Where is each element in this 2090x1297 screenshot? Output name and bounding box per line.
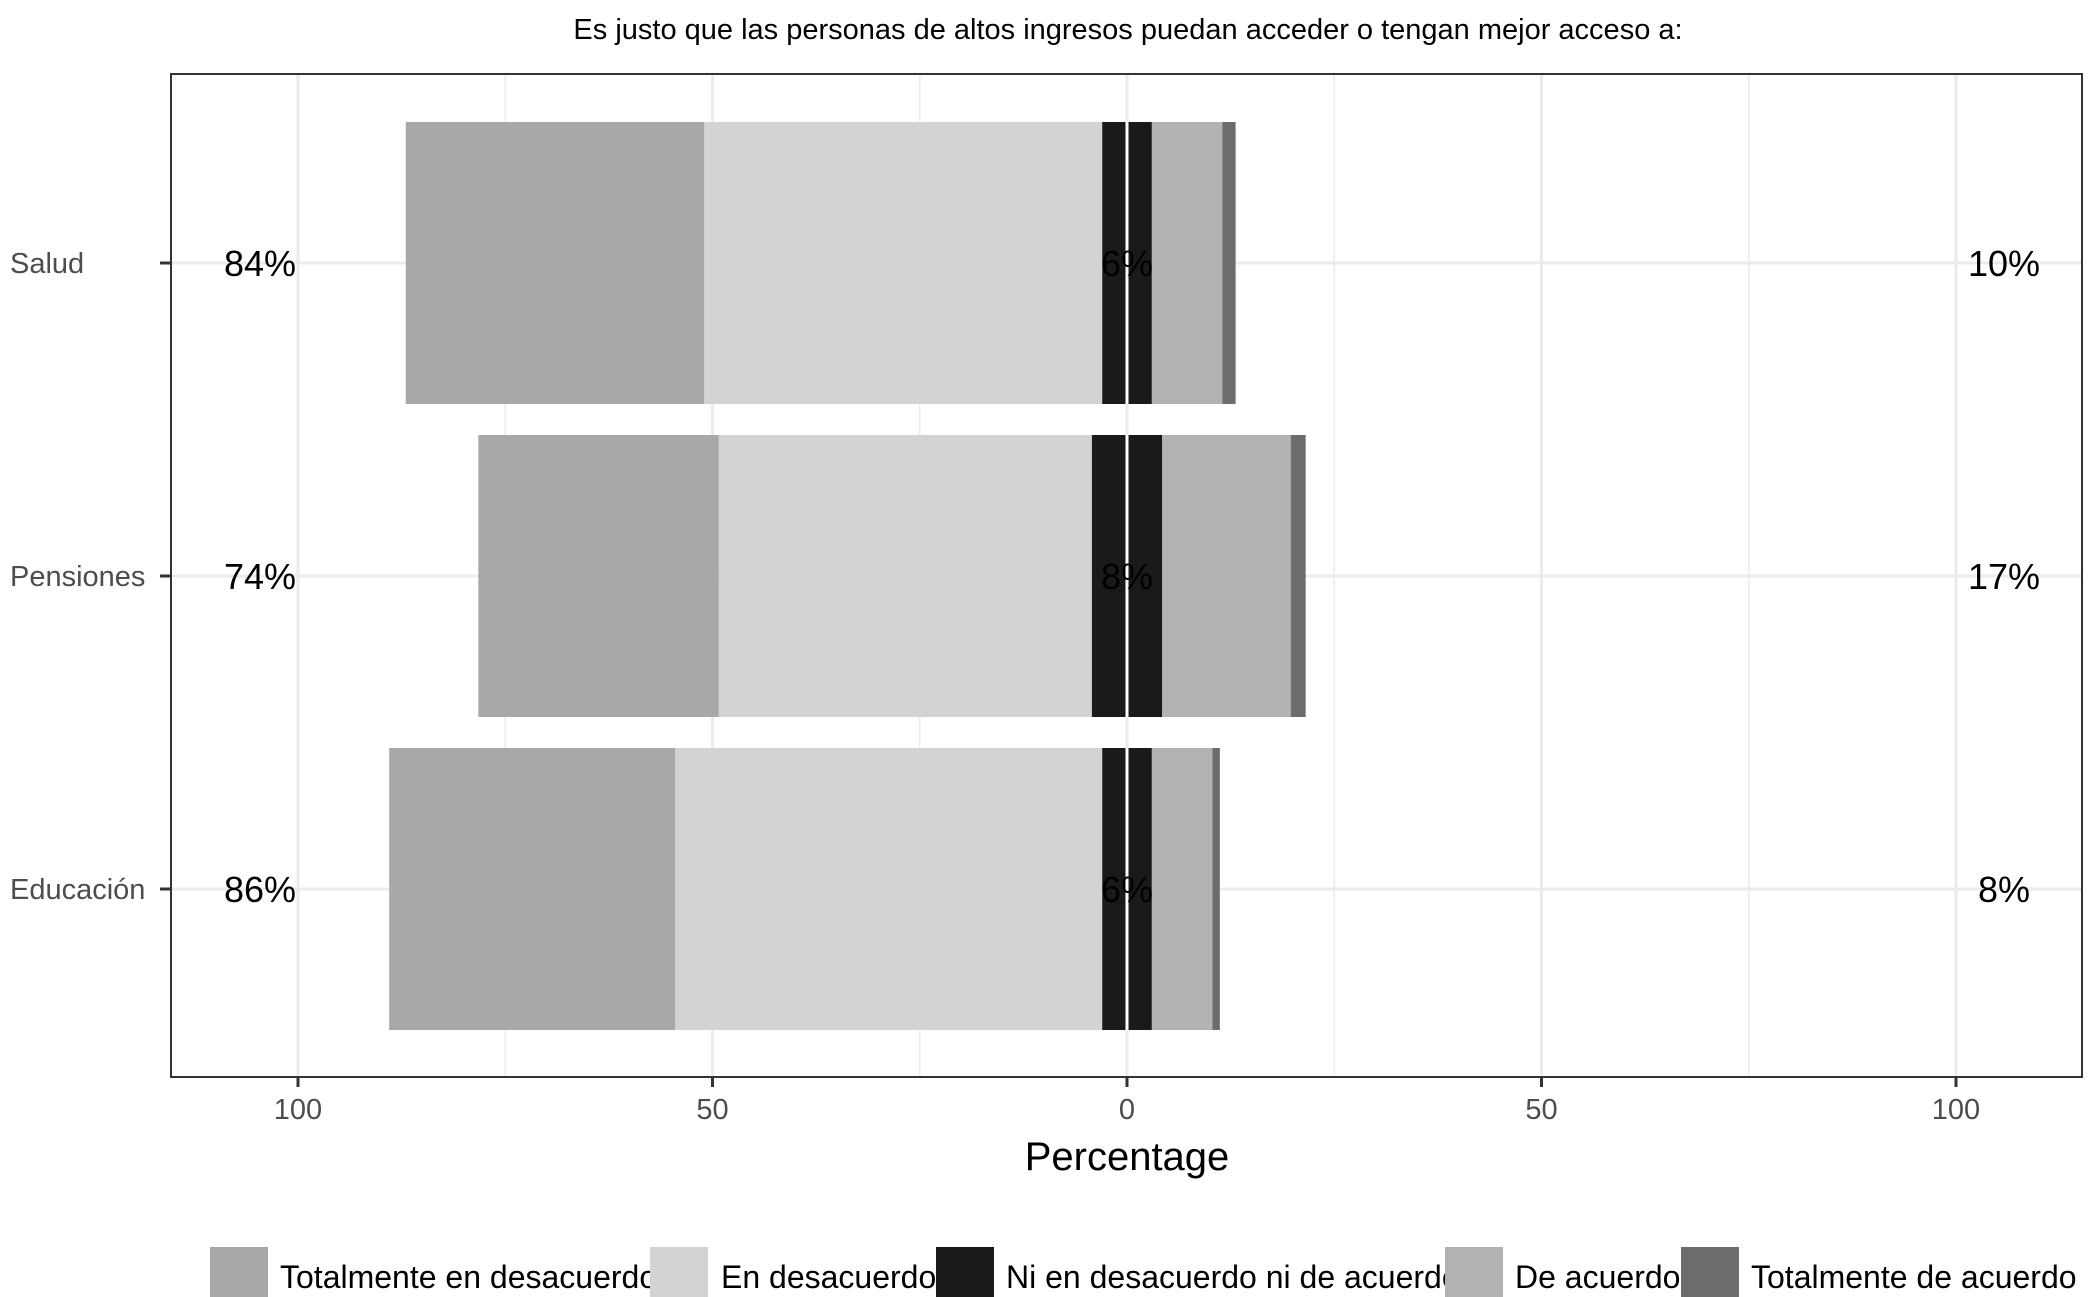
bar-segment: [405, 122, 705, 404]
bars: [389, 122, 1306, 1030]
left-percentage-label: 84%: [224, 243, 296, 284]
y-tick-label: Salud: [10, 248, 84, 280]
center-percentage-label: 6%: [1101, 869, 1153, 910]
y-tick-label: Pensiones: [10, 561, 145, 593]
legend-label: Totalmente en desacuerdo: [280, 1259, 657, 1295]
x-tick-label: 100: [274, 1094, 322, 1126]
x-tick-label: 0: [1119, 1094, 1135, 1126]
x-tick-label: 50: [696, 1094, 728, 1126]
legend: Totalmente en desacuerdo En desacuerdo Ni …: [210, 1247, 2077, 1297]
bar-segment: [675, 748, 1103, 1030]
legend-key: [210, 1247, 268, 1297]
legend-label: Totalmente de acuerdo: [1751, 1259, 2077, 1295]
legend-key: [1445, 1247, 1503, 1297]
bar-segment: [718, 435, 1092, 717]
y-axis: Salud Pensiones Educación: [10, 248, 171, 906]
legend-key: [936, 1247, 994, 1297]
bar-segment: [1091, 435, 1127, 717]
bar-segment: [704, 122, 1103, 404]
bar-segment: [1290, 435, 1306, 717]
legend-label: En desacuerdo: [721, 1259, 936, 1295]
bar-segment: [1127, 122, 1152, 404]
bar-segment: [1151, 748, 1213, 1030]
bar-segment: [1212, 748, 1220, 1030]
bar-segment: [1127, 748, 1152, 1030]
center-percentage-label: 8%: [1101, 556, 1153, 597]
x-tick-label: 100: [1932, 1094, 1980, 1126]
percentage-labels: 84% 6% 10% 74% 8% 17% 86% 6% 8%: [224, 243, 2040, 910]
bar-segment: [1222, 122, 1236, 404]
bar-segment: [478, 435, 719, 717]
bar-segment: [1127, 435, 1163, 717]
legend-key: [1681, 1247, 1739, 1297]
right-percentage-label: 10%: [1968, 243, 2040, 284]
x-tick-label: 50: [1525, 1094, 1557, 1126]
bar-segment: [1151, 122, 1223, 404]
x-axis-label: Percentage: [1025, 1135, 1230, 1179]
bar-segment: [1162, 435, 1291, 717]
legend-key: [650, 1247, 708, 1297]
y-tick-label: Educación: [10, 874, 145, 906]
x-axis: 100 50 0 50 100: [274, 1077, 1980, 1126]
bar-segment: [1102, 748, 1127, 1030]
bar-segment: [1102, 122, 1127, 404]
bar-segment: [389, 748, 676, 1030]
chart-title: Es justo que las personas de altos ingre…: [573, 14, 1682, 46]
legend-label: De acuerdo: [1515, 1259, 1680, 1295]
left-percentage-label: 86%: [224, 869, 296, 910]
right-percentage-label: 8%: [1978, 869, 2030, 910]
right-percentage-label: 17%: [1968, 556, 2040, 597]
legend-label: Ni en desacuerdo ni de acuerdo: [1006, 1259, 1460, 1295]
center-percentage-label: 6%: [1101, 243, 1153, 284]
left-percentage-label: 74%: [224, 556, 296, 597]
